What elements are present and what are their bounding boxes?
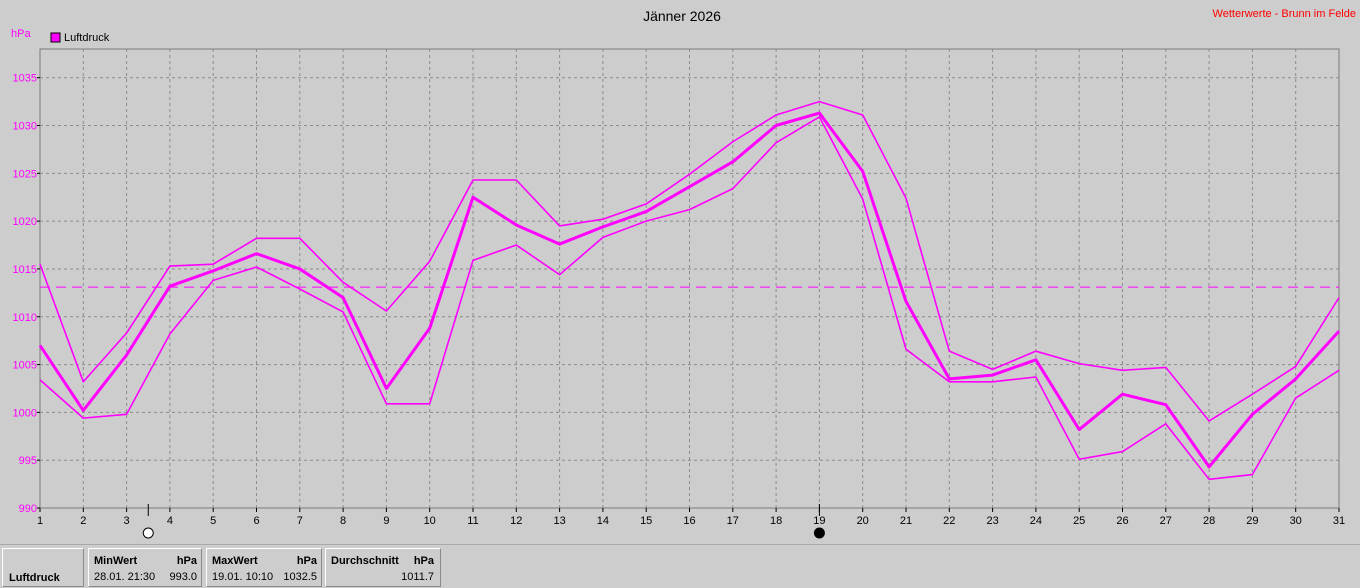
y-tick-label: 1025 xyxy=(13,168,37,180)
min-value: 993.0 xyxy=(169,571,197,583)
y-tick-label: 1030 xyxy=(13,121,37,133)
stats-label: Luftdruck xyxy=(9,572,60,584)
x-tick-label: 20 xyxy=(857,515,869,527)
y-tick-label: 1000 xyxy=(13,407,37,419)
x-tick-label: 21 xyxy=(900,515,912,527)
y-axis-unit: hPa xyxy=(11,28,31,40)
series-line-min xyxy=(39,116,1340,481)
y-tick-label: 1020 xyxy=(13,216,37,228)
stats-max-box: MaxWert hPa 19.01. 10:10 1032.5 xyxy=(206,548,322,587)
x-tick-label: 7 xyxy=(297,515,303,527)
max-time: 19.01. 10:10 xyxy=(212,571,274,583)
avg-unit: hPa xyxy=(413,555,434,567)
x-tick-label: 19 xyxy=(813,515,825,527)
avg-value: 1011.7 xyxy=(401,571,434,583)
x-tick-label: 26 xyxy=(1116,515,1128,527)
markers xyxy=(142,504,825,539)
x-tick-label: 24 xyxy=(1030,515,1042,527)
x-tick-label: 2 xyxy=(80,515,86,527)
max-marker xyxy=(813,527,825,539)
min-header: MinWert xyxy=(94,555,138,567)
x-tick-label: 8 xyxy=(340,515,346,527)
min-time: 28.01. 21:30 xyxy=(94,571,156,583)
x-tick-label: 16 xyxy=(683,515,695,527)
x-tick-label: 9 xyxy=(383,515,389,527)
x-tick-label: 14 xyxy=(597,515,609,527)
x-tick-label: 27 xyxy=(1160,515,1172,527)
legend-swatch xyxy=(50,32,61,43)
min-unit: hPa xyxy=(176,555,197,567)
x-tick-label: 15 xyxy=(640,515,652,527)
legend-label: Luftdruck xyxy=(64,32,110,44)
x-tick-label: 22 xyxy=(943,515,955,527)
x-tick-label: 25 xyxy=(1073,515,1085,527)
x-tick-label: 11 xyxy=(467,515,478,527)
x-tick-label: 5 xyxy=(210,515,216,527)
chart-title: Jänner 2026 xyxy=(643,8,721,24)
x-tick-label: 13 xyxy=(553,515,565,527)
max-header: MaxWert xyxy=(212,555,258,567)
x-tick-label: 12 xyxy=(510,515,522,527)
y-tick-label: 995 xyxy=(19,455,37,467)
x-tick-label: 29 xyxy=(1246,515,1258,527)
stats-min-box: MinWert hPa 28.01. 21:30 993.0 xyxy=(88,548,202,587)
y-tick-label: 1010 xyxy=(13,312,37,324)
y-tick-label: 990 xyxy=(19,503,37,515)
x-tick-label: 10 xyxy=(424,515,436,527)
x-tick-label: 28 xyxy=(1203,515,1215,527)
x-tick-label: 23 xyxy=(986,515,998,527)
stats-label-box: Luftdruck xyxy=(2,548,84,587)
max-value: 1032.5 xyxy=(283,571,317,583)
x-tick-label: 17 xyxy=(727,515,739,527)
x-tick-label: 30 xyxy=(1290,515,1302,527)
axis-ticks: 1 2 3 4 5 6 7 8 9 10 11 12 13 14 15 16 17 18 19 20 21 22 23 24 2… xyxy=(13,73,1346,527)
chart: Jänner 2026 Wetterwerte - Brunn im Felde… xyxy=(11,8,1356,539)
series-lines xyxy=(38,100,1341,481)
y-tick-label: 1015 xyxy=(13,264,37,276)
x-tick-label: 1 xyxy=(37,515,43,527)
x-tick-label: 4 xyxy=(167,515,173,527)
grid xyxy=(40,49,1339,508)
credit-text: Wetterwerte - Brunn im Felde xyxy=(1213,8,1356,20)
x-tick-label: 31 xyxy=(1333,515,1345,527)
series-line-mean xyxy=(38,111,1341,469)
y-tick-label: 1035 xyxy=(13,73,37,85)
x-tick-label: 18 xyxy=(770,515,782,527)
x-tick-label: 6 xyxy=(253,515,259,527)
x-tick-label: 3 xyxy=(124,515,130,527)
stats-bar: Luftdruck MinWert hPa 28.01. 21:30 993.0… xyxy=(0,544,1360,588)
stats-avg-box: Durchschnitt hPa 1011.7 xyxy=(325,548,441,587)
series-line-max xyxy=(39,100,1340,422)
avg-header: Durchschnitt xyxy=(331,555,399,567)
max-unit: hPa xyxy=(296,555,317,567)
min-marker xyxy=(142,527,154,539)
y-tick-label: 1005 xyxy=(13,360,37,372)
